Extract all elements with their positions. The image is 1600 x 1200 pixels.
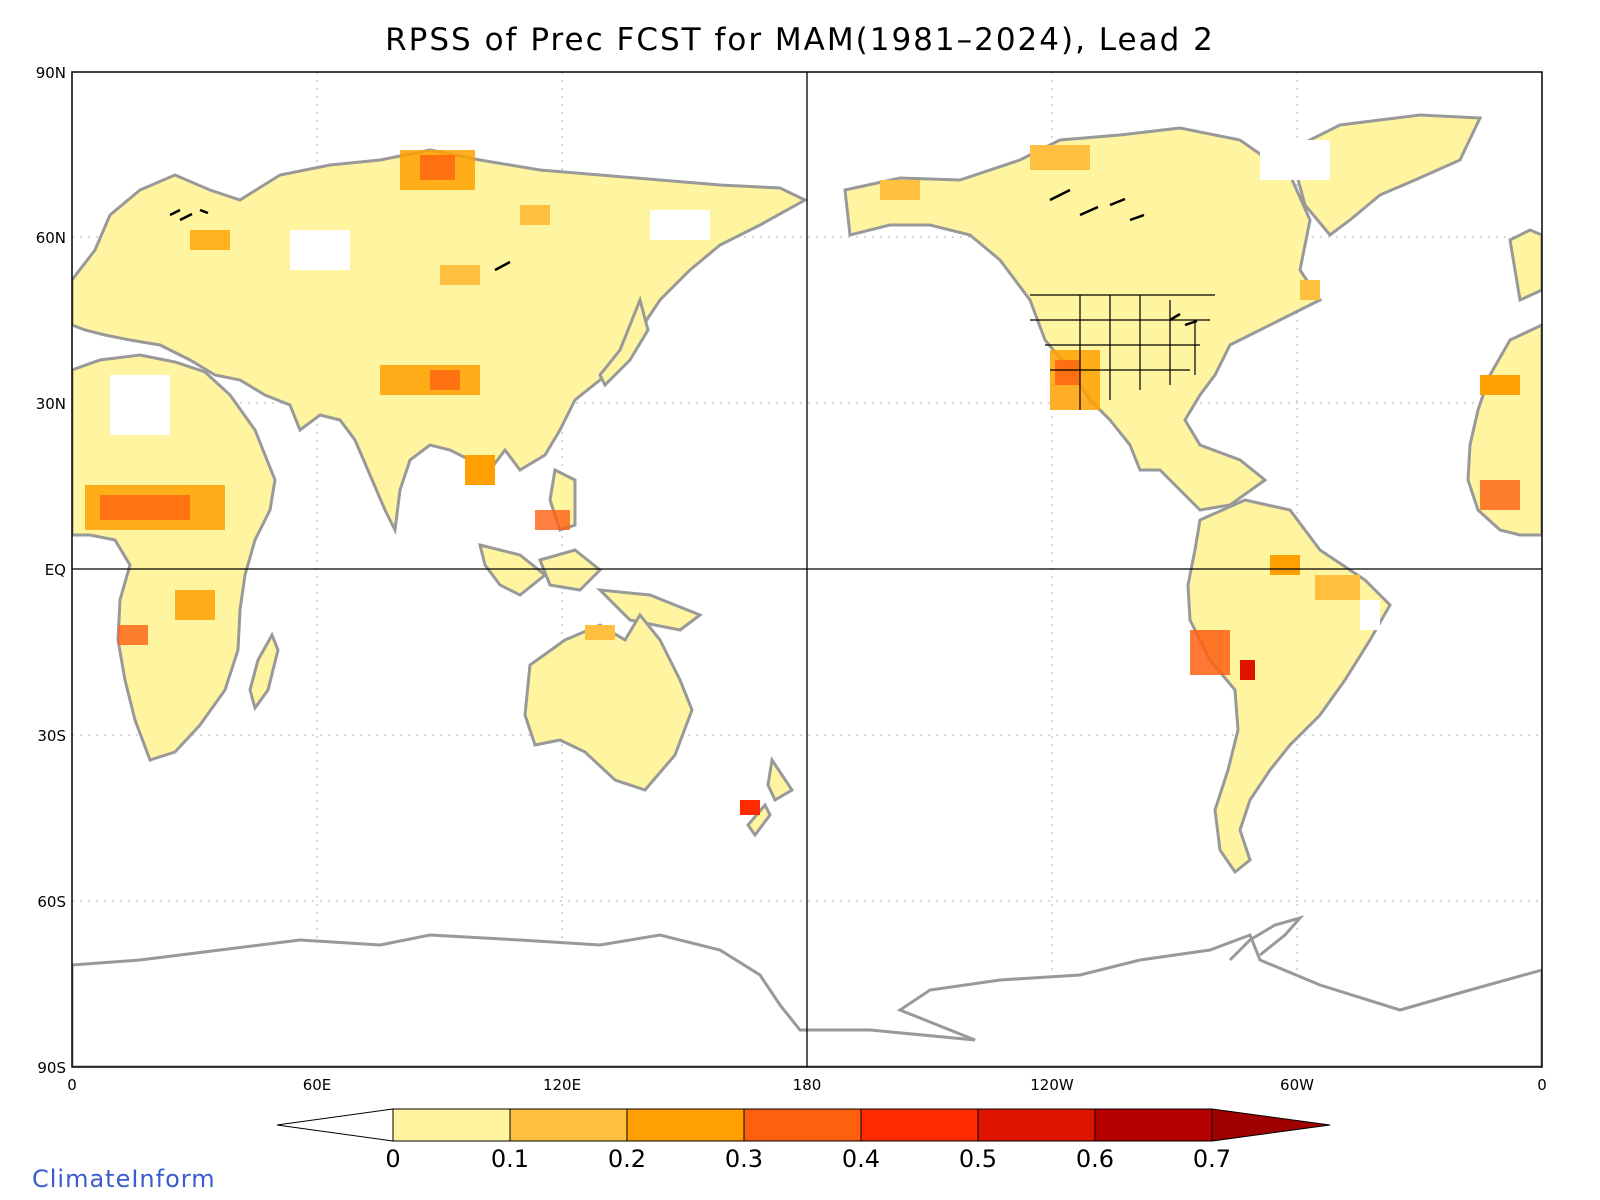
rpss-patches (85, 145, 1520, 815)
colorbar-segment (860, 1108, 979, 1142)
colorbar-segment (392, 1108, 511, 1142)
rpss-patch (1315, 575, 1360, 600)
colorbar-label: 0.7 (1193, 1145, 1231, 1173)
rpss-patch (520, 205, 550, 225)
colorbar-under-triangle (276, 1108, 394, 1142)
rpss-patch (1480, 375, 1520, 395)
rpss-patch (1190, 630, 1230, 675)
land-madagascar (248, 631, 280, 712)
credit-label: ClimateInform (32, 1165, 216, 1193)
rpss-patch (190, 230, 230, 250)
no-skill-areas (110, 140, 1380, 630)
lon-label: 120W (1030, 1076, 1074, 1094)
rpss-patch (585, 625, 615, 640)
rpss-patch (1240, 660, 1255, 680)
colorbar: 0 0.1 0.2 0.3 0.4 0.5 0.6 0.7 (276, 1108, 1331, 1173)
land-eurasia (72, 148, 809, 536)
land-antarctica (72, 933, 1542, 1067)
colorbar-over-triangle (1211, 1108, 1331, 1142)
rpss-patch (535, 510, 570, 530)
land-north-america (843, 126, 1323, 512)
colorbar-label: 0.4 (842, 1145, 880, 1173)
rpss-patch (1270, 555, 1300, 575)
us-state-lines (1030, 294, 1215, 410)
colorbar-label: 0 (385, 1145, 400, 1173)
rpss-patch (880, 180, 920, 200)
rpss-patch (118, 625, 148, 645)
land-indonesia (477, 467, 704, 632)
lon-label: 60E (303, 1076, 332, 1094)
map-frame (71, 71, 1543, 1068)
rpss-patch (175, 590, 215, 620)
lat-label: 60N (36, 229, 66, 247)
land-australia (523, 612, 694, 792)
lat-label: 90N (36, 64, 66, 82)
colorbar-label: 0.5 (959, 1145, 997, 1173)
colorbar-segment (626, 1108, 745, 1142)
land-greenland (1288, 113, 1483, 238)
lat-axis: 90N 60N 30N EQ 30S 60S 90S (36, 64, 66, 1077)
colorbar-label: 0.6 (1076, 1145, 1114, 1173)
lon-label: 0 (1537, 1076, 1547, 1094)
rpss-patch (420, 155, 455, 180)
colorbar-label: 0.3 (725, 1145, 763, 1173)
colorbar-label: 0.2 (608, 1145, 646, 1173)
colorbar-segment (743, 1108, 862, 1142)
lat-label: 30N (36, 395, 66, 413)
colorbar-segment (509, 1108, 628, 1142)
lat-label: 90S (37, 1059, 66, 1077)
lat-label: 30S (37, 727, 66, 745)
rpss-patch (465, 455, 495, 485)
rpss-patch (100, 495, 190, 520)
colorbar-segment (1094, 1108, 1213, 1142)
land-antarctic-peninsula (1228, 915, 1305, 962)
lon-label: 0 (67, 1076, 77, 1094)
land-japan (598, 295, 650, 388)
map-title: RPSS of Prec FCST for MAM(1981–2024), Le… (385, 22, 1215, 58)
land-layer (72, 113, 1542, 1067)
lakes (169, 188, 1198, 327)
rpss-patch (1055, 360, 1080, 385)
lon-axis: 0 60E 120E 180 120W 60W 0 (67, 1076, 1547, 1094)
lon-label: 180 (793, 1076, 822, 1094)
rpss-patch (1030, 145, 1090, 170)
colorbar-label: 0.1 (491, 1145, 529, 1173)
rpss-patch (1300, 280, 1320, 300)
colorbar-segment (977, 1108, 1096, 1142)
lon-label: 60W (1280, 1076, 1314, 1094)
lat-label: EQ (45, 561, 66, 579)
land-europe-east-edge (1508, 228, 1542, 303)
rpss-patch (440, 265, 480, 285)
rpss-patch (1480, 480, 1520, 510)
rpss-patch (740, 800, 760, 815)
rpss-patch (430, 370, 460, 390)
land-africa (72, 353, 277, 762)
land-new-zealand (746, 755, 795, 838)
lat-label: 60S (37, 893, 66, 911)
lon-label: 120E (543, 1076, 581, 1094)
